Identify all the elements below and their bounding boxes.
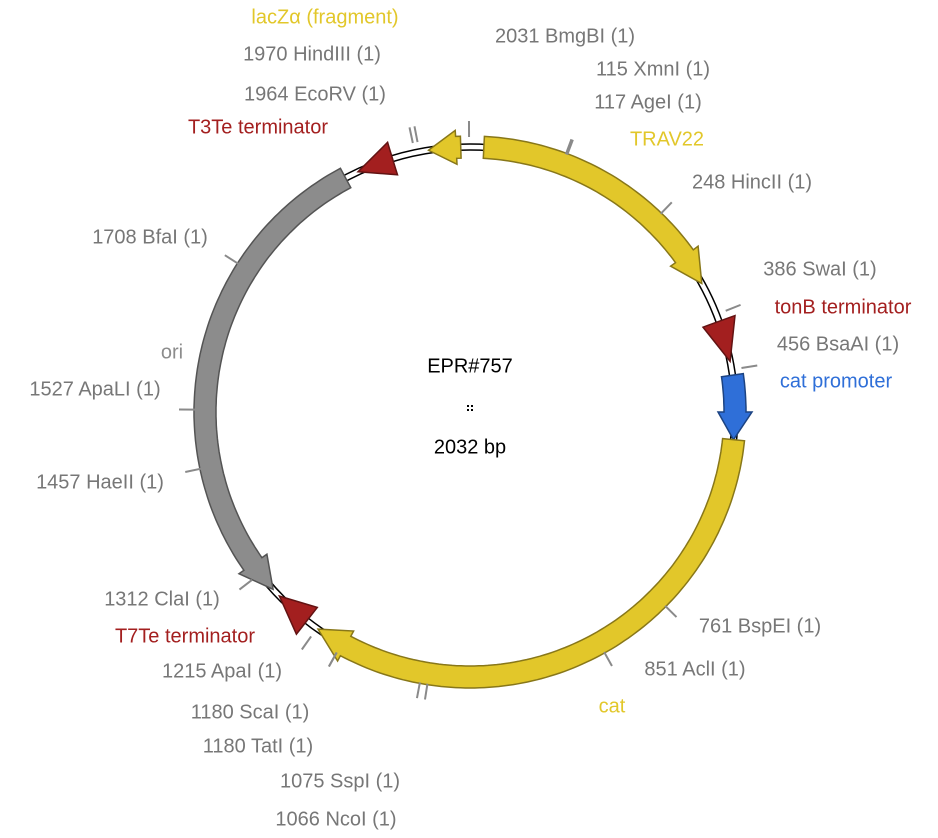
site-label: 1180 ScaI (1) <box>191 701 310 723</box>
center-dots <box>467 405 473 411</box>
site-tick <box>741 364 758 370</box>
feature-arrow <box>356 140 399 176</box>
feature-label: cat promoter <box>780 370 893 392</box>
site-label: 1180 TatI (1) <box>203 735 313 757</box>
site-label: 1075 SspI (1) <box>280 770 400 792</box>
plasmid-name: EPR#757 <box>427 355 513 377</box>
site-label: 1457 HaeII (1) <box>36 471 164 493</box>
site-tick <box>603 651 613 667</box>
site-tick <box>566 139 574 156</box>
site-label: 248 HincII (1) <box>692 171 812 193</box>
site-label: 386 SwaI (1) <box>763 258 876 280</box>
site-tick <box>238 578 253 591</box>
site-label: 851 AclI (1) <box>644 658 745 680</box>
site-tick <box>664 605 678 618</box>
site-tick <box>659 201 673 215</box>
feature-arrow <box>193 167 352 591</box>
feature-arrow <box>278 594 319 636</box>
site-label: 761 BspEI (1) <box>699 615 821 637</box>
site-tick <box>328 652 338 667</box>
site-tick <box>408 127 414 144</box>
feature-arrow <box>701 314 736 364</box>
site-label: 456 BsaAI (1) <box>777 333 899 355</box>
site-tick <box>564 138 573 155</box>
site-tick <box>185 467 202 473</box>
feature-label: ori <box>161 341 183 363</box>
site-label: 1312 ClaI (1) <box>104 588 220 610</box>
site-label: 115 XmnI (1) <box>596 58 710 80</box>
site-tick <box>423 683 429 700</box>
site-label: 117 AgeI (1) <box>594 91 701 113</box>
plasmid-length: 2032 bp <box>434 436 506 458</box>
site-label: 1964 EcoRV (1) <box>244 83 386 105</box>
site-label: 1527 ApaLI (1) <box>29 378 160 400</box>
site-label: 1215 ApaI (1) <box>162 660 282 682</box>
feature-label: TRAV22 <box>630 128 704 150</box>
site-tick <box>725 303 741 312</box>
site-label: 1970 HindIII (1) <box>243 43 381 65</box>
site-tick <box>415 682 421 699</box>
feature-label: tonB terminator <box>775 296 912 318</box>
site-tick <box>301 635 312 651</box>
site-tick <box>413 126 419 143</box>
site-label: 2031 BmgBI (1) <box>495 25 635 47</box>
feature-arrow <box>482 135 703 285</box>
feature-arrow <box>427 128 462 166</box>
feature-label: lacZα (fragment) <box>251 6 398 28</box>
site-tick <box>224 254 239 265</box>
feature-arrow <box>316 437 746 689</box>
feature-label: cat <box>599 695 626 717</box>
feature-label: T7Te terminator <box>115 625 255 647</box>
site-label: 1066 NcoI (1) <box>275 808 396 830</box>
feature-label: T3Te terminator <box>188 116 328 138</box>
site-label: 1708 BfaI (1) <box>92 226 208 248</box>
feature-arrow <box>716 372 754 442</box>
